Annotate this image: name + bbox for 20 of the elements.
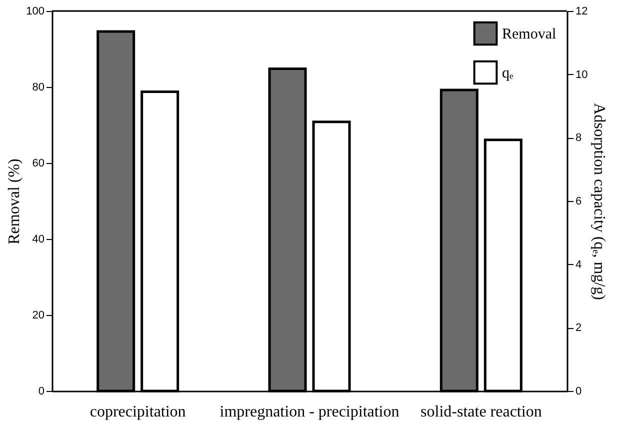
y-tick-label: 80 (32, 82, 44, 94)
y2-tick-label: 6 (576, 196, 582, 208)
y2-tick-label: 4 (576, 258, 582, 271)
y-axis-title: Removal (%) (6, 158, 24, 244)
y2-tick-label: 2 (576, 322, 582, 334)
y2-tick-label: 12 (576, 6, 588, 18)
y-tick-label: 0 (38, 386, 44, 398)
x-tick-label: solid-state reaction (420, 404, 542, 420)
y2-tick-label: 8 (576, 132, 582, 144)
y-tick-label: 60 (32, 158, 44, 170)
y2-tick-label: 0 (576, 386, 582, 398)
x-tick-label: coprecipitation (90, 404, 186, 420)
y2-tick-label: 10 (576, 68, 588, 81)
x-tick-label: impregnation - precipitation (220, 404, 400, 420)
y-tick-label: 20 (32, 310, 44, 322)
y-tick-label: 40 (32, 234, 44, 246)
legend-label: Removal (502, 26, 556, 42)
y-tick-label: 100 (26, 6, 44, 18)
legend-label: qₑ (502, 66, 514, 82)
y2-axis-title: Adsorption capacity (qₑ, mg/g) (590, 103, 608, 300)
